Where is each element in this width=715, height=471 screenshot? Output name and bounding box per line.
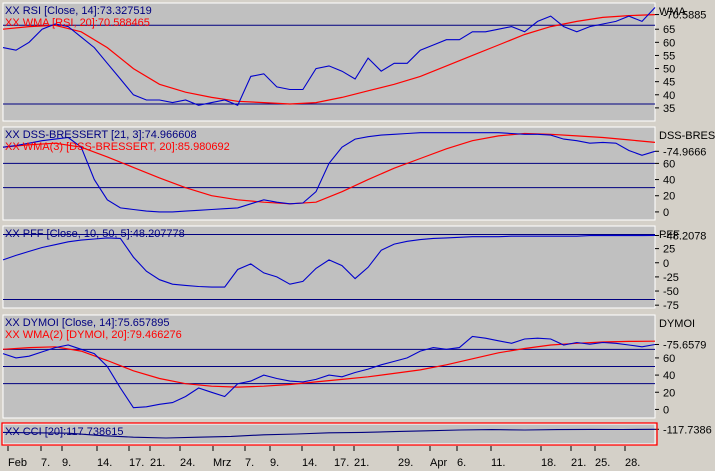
pff-tick-label-2: 0 xyxy=(663,258,669,270)
dymoi-tick-label-4: 0 xyxy=(663,404,669,416)
rsi-tick-label-5: 45 xyxy=(663,77,675,89)
x-tick-label-2: 9. xyxy=(62,457,71,469)
dymoi-axis-title: DYMOI xyxy=(659,318,695,330)
x-tick-label-13: 29. xyxy=(398,457,413,469)
cci-selection-border xyxy=(1,422,658,446)
x-tick-label-11: 17. xyxy=(334,457,349,469)
dss-axis-title: DSS-BRES xyxy=(659,130,715,142)
rsi-main-line xyxy=(2,7,656,107)
rsi-tick-label-1: 65 xyxy=(663,24,675,36)
rsi-axis-title: WMA xyxy=(659,6,687,18)
x-tick-label-8: 7. xyxy=(245,457,254,469)
rsi-tick-label-0: -70.5885 xyxy=(663,10,706,22)
dss-legend-0: XX DSS-BRESSERT [21, 3]:74.966608 xyxy=(5,129,197,141)
x-tick-label-20: 28. xyxy=(625,457,640,469)
rsi-wma-line xyxy=(2,14,656,105)
pff-panel[interactable]: XX PFF [Close, 10, 50, 5]:48.207778 PFF-4… xyxy=(2,225,706,312)
rsi-legend-1: XX WMA [RSI, 20]:70.588465 xyxy=(5,17,150,29)
pff-tick-label-5: -75 xyxy=(663,300,679,312)
rsi-tick-label-4: 50 xyxy=(663,64,675,76)
dss-main-line xyxy=(2,132,656,213)
x-tick-label-1: 7. xyxy=(41,457,50,469)
x-tick-label-3: 14. xyxy=(97,457,112,469)
dymoi-tick-label-0: -75.6579 xyxy=(663,339,706,351)
pff-tick-label-0: -48.2078 xyxy=(663,230,706,242)
rsi-plot-area xyxy=(2,2,656,122)
cci-legend-0: XX CCI [20]:117.738615 xyxy=(5,426,123,438)
x-tick-label-7: Mrz xyxy=(213,457,231,469)
dss-tick-label-0: -74.9666 xyxy=(663,146,706,158)
x-tick-label-9: 9. xyxy=(270,457,279,469)
cci-panel[interactable]: XX CCI [20]:117.738615 -117.7386 xyxy=(1,422,712,446)
dymoi-tick-label-2: 40 xyxy=(663,370,675,382)
dss-tick-label-1: 60 xyxy=(663,158,675,170)
x-tick-label-6: 24. xyxy=(180,457,195,469)
dymoi-legend-0: XX DYMOI [Close, 14]:75.657895 xyxy=(5,317,169,329)
dss-tick-label-2: 40 xyxy=(663,175,675,187)
rsi-tick-label-2: 60 xyxy=(663,37,675,49)
dymoi-main-line xyxy=(2,335,656,409)
x-tick-label-17: 18. xyxy=(541,457,556,469)
rsi-tick-label-6: 40 xyxy=(663,90,675,102)
dymoi-legend-1: XX WMA(2) [DYMOI, 20]:79.466276 xyxy=(5,329,182,341)
pff-legend-0: XX PFF [Close, 10, 50, 5]:48.207778 xyxy=(5,228,185,240)
pff-tick-label-4: -50 xyxy=(663,286,679,298)
cci-tick-label-0: -117.7386 xyxy=(663,424,712,436)
x-tick-label-15: 6. xyxy=(457,457,466,469)
dss-tick-label-4: 0 xyxy=(663,207,669,219)
x-tick-label-10: 14. xyxy=(302,457,317,469)
dss-legend-1: XX WMA(3) [DSS-BRESSERT, 20]:85.980692 xyxy=(5,141,230,153)
pff-tick-label-3: -25 xyxy=(663,272,679,284)
x-tick-label-19: 25. xyxy=(595,457,610,469)
rsi-tick-label-7: 35 xyxy=(663,103,675,115)
cci-main-line xyxy=(2,428,656,439)
x-tick-label-0: Feb xyxy=(8,457,27,469)
pff-axis-title: PFF xyxy=(659,229,680,241)
rsi-tick-label-3: 55 xyxy=(663,50,675,62)
pff-main-line xyxy=(2,234,656,288)
cci-plot-area xyxy=(2,423,656,445)
dymoi-wma-line xyxy=(2,340,656,388)
x-tick-label-14: Apr xyxy=(430,457,447,469)
pff-plot-area xyxy=(2,225,656,309)
pff-tick-label-1: 25 xyxy=(663,244,675,256)
dss-plot-area xyxy=(2,126,656,221)
dss-wma-line xyxy=(2,132,656,205)
dss-tick-label-3: 20 xyxy=(663,191,675,203)
dymoi-tick-label-1: 60 xyxy=(663,353,675,365)
x-tick-label-12: 21. xyxy=(354,457,369,469)
x-tick-label-18: 21. xyxy=(571,457,586,469)
x-tick-label-16: 11. xyxy=(491,457,505,469)
dymoi-tick-label-3: 20 xyxy=(663,387,675,399)
rsi-legend-0: XX RSI [Close, 14]:73.327519 xyxy=(5,5,152,17)
x-axis: Feb 7. 9. 14. 17. 21. 24. Mrz 7. 9. 14. 17. 21. 29. Ap… xyxy=(7,446,640,469)
x-tick-label-5: 21. xyxy=(150,457,165,469)
x-tick-label-4: 17. xyxy=(129,457,144,469)
